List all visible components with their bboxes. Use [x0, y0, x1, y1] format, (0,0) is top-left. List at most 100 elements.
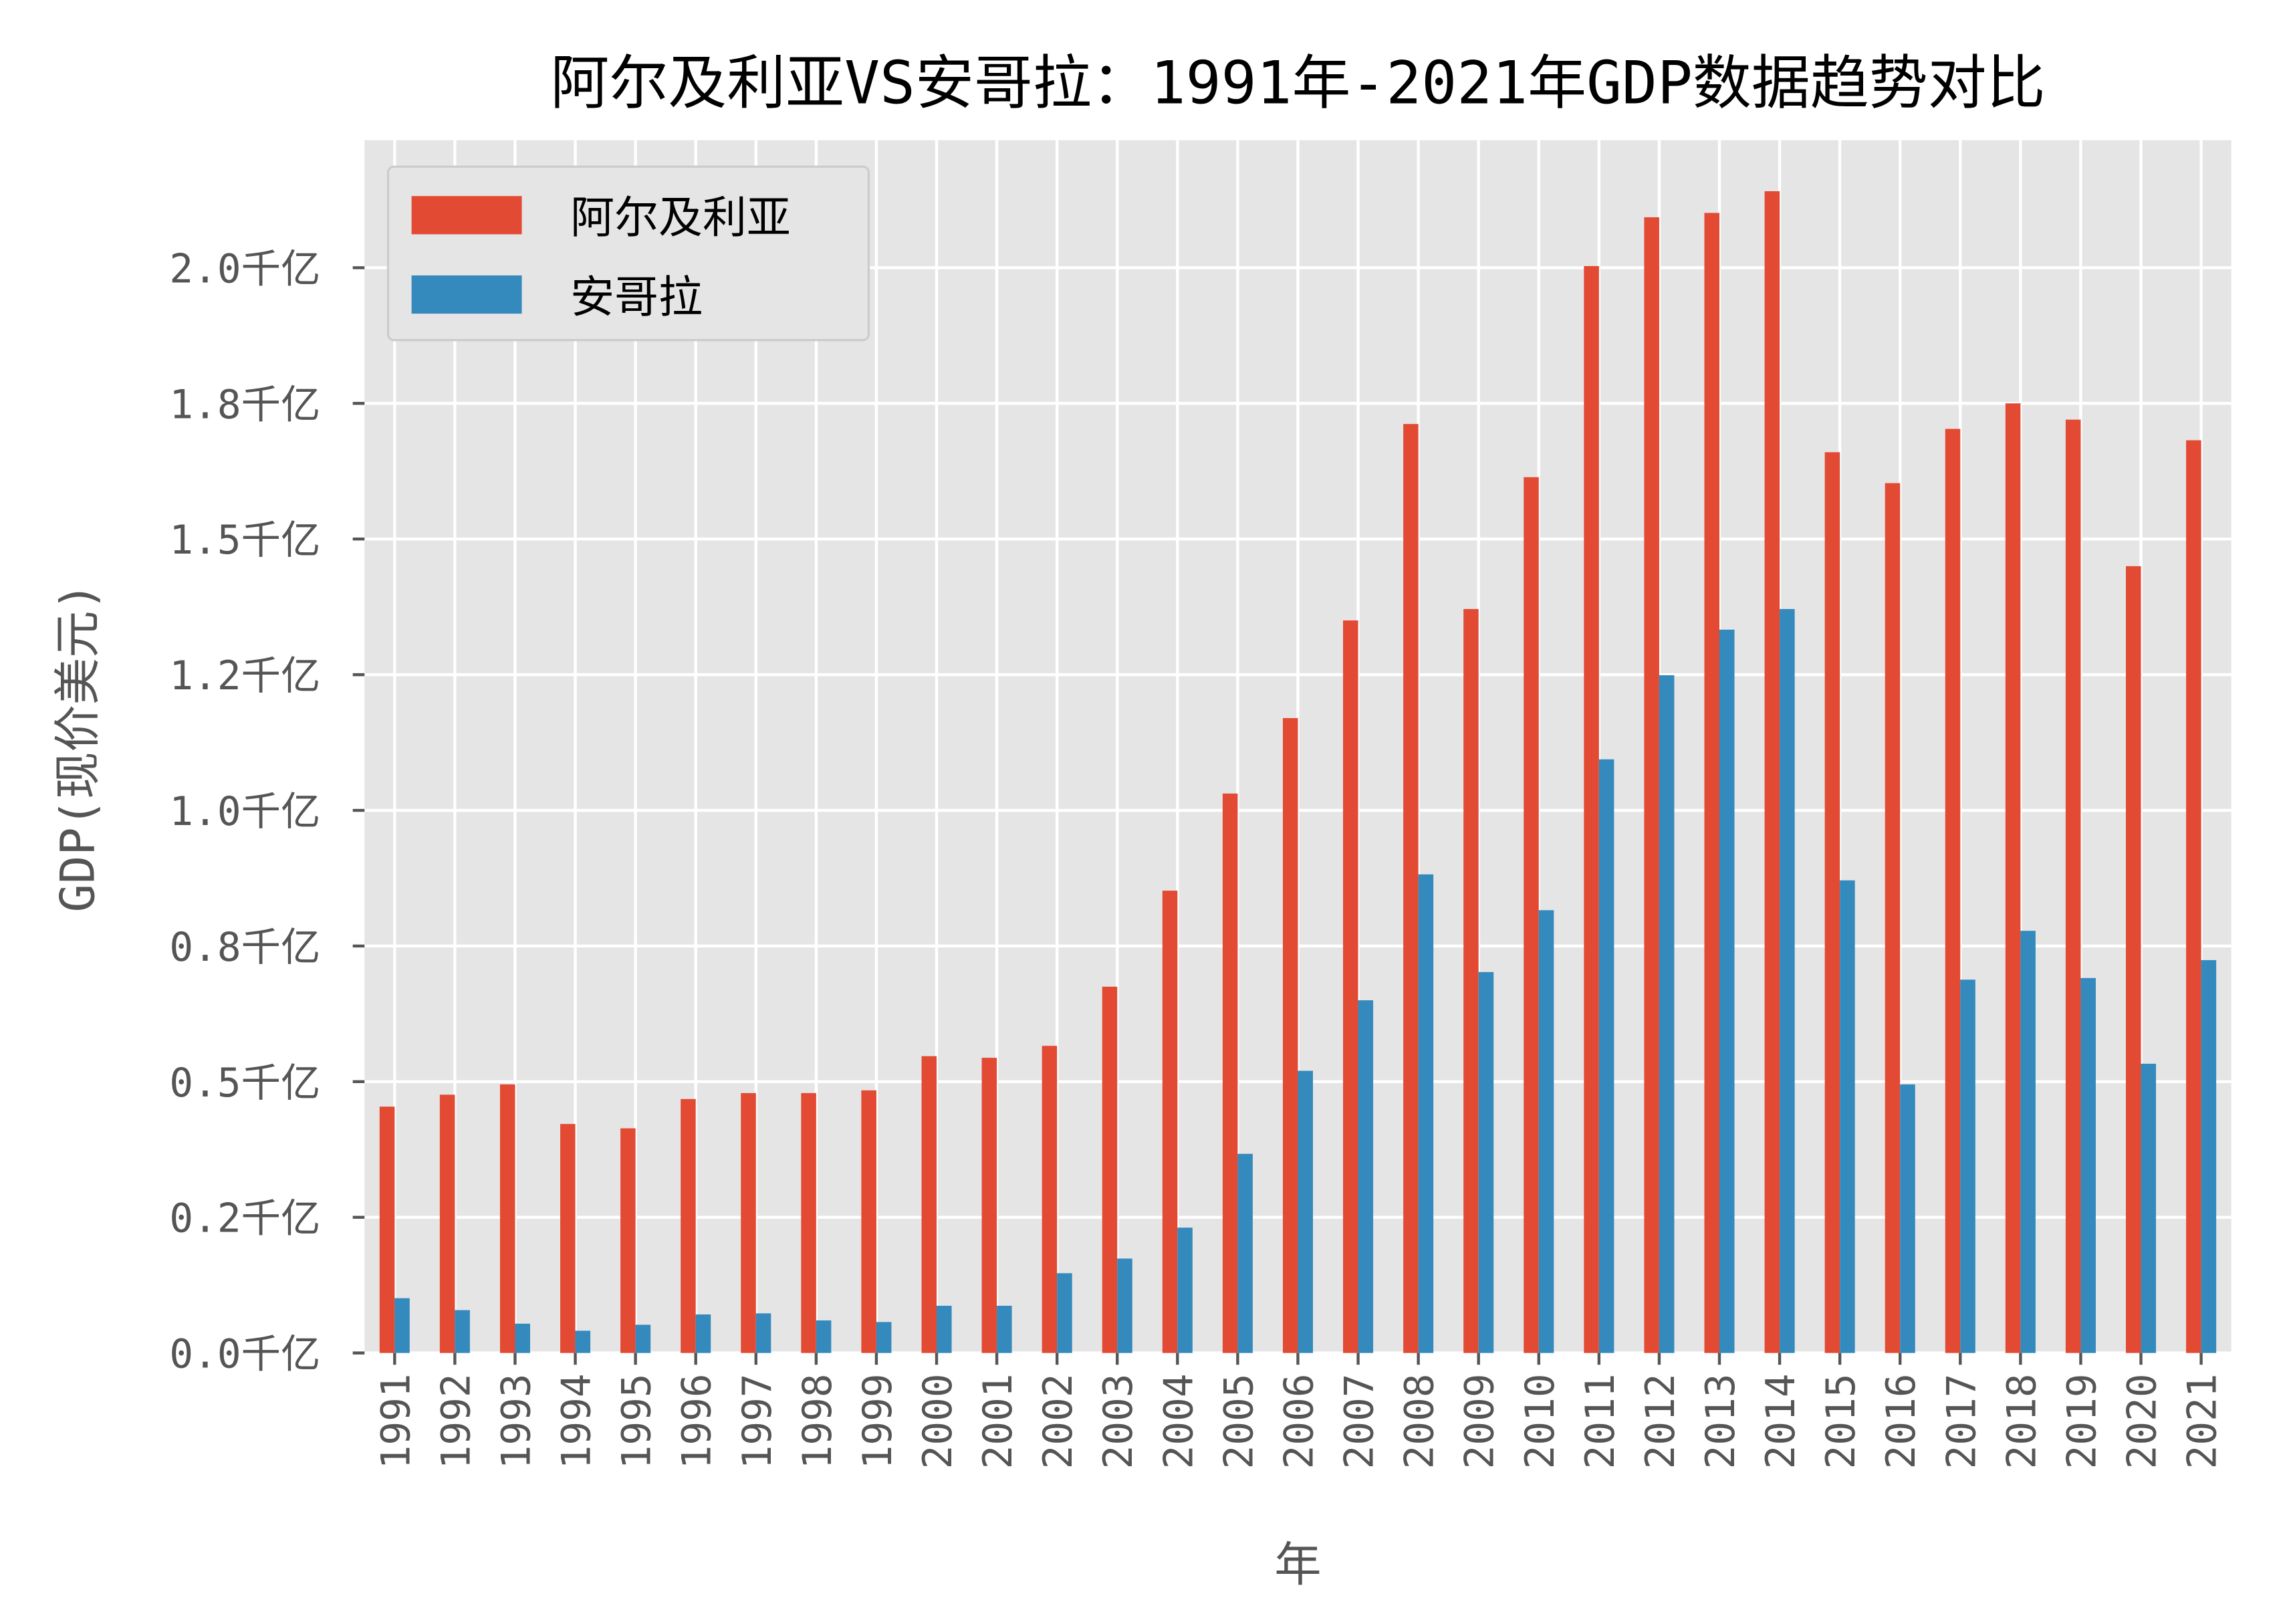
x-tick-label: 1991: [372, 1373, 418, 1469]
y-tick-label: 1.2千亿: [169, 653, 320, 699]
y-tick-label: 1.8千亿: [169, 381, 320, 427]
y-tick-label: 0.5千亿: [169, 1060, 320, 1106]
bar-algeria-1999: [861, 1090, 876, 1353]
bar-algeria-2007: [1343, 620, 1358, 1353]
bar-algeria-2016: [1885, 483, 1901, 1353]
bar-angola-1994: [575, 1330, 591, 1353]
x-tick-label: 2015: [1818, 1373, 1864, 1469]
x-tick-label: 2021: [2179, 1373, 2225, 1469]
bar-algeria-2000: [921, 1056, 937, 1353]
bar-algeria-1991: [379, 1107, 395, 1353]
y-tick-label: 2.0千亿: [169, 245, 320, 292]
bar-algeria-2003: [1102, 986, 1118, 1353]
bar-algeria-2002: [1042, 1046, 1058, 1353]
x-tick-label: 2008: [1397, 1373, 1443, 1469]
x-tick-label: 2000: [915, 1373, 961, 1469]
bar-algeria-2020: [2126, 566, 2141, 1353]
x-tick-label: 2012: [1637, 1373, 1683, 1469]
y-tick-label: 1.0千亿: [169, 788, 320, 834]
x-tick-label: 2009: [1457, 1373, 1503, 1469]
x-tick-label: 2010: [1517, 1373, 1563, 1469]
bar-angola-2000: [937, 1306, 952, 1353]
bar-angola-2010: [1538, 910, 1554, 1353]
bar-algeria-2001: [981, 1058, 997, 1353]
x-tick-label: 1992: [433, 1373, 479, 1469]
x-tick-label: 1996: [674, 1373, 720, 1469]
y-tick-label: 0.2千亿: [169, 1195, 320, 1242]
x-axis-label: 年: [1274, 1537, 1321, 1592]
x-tick-label: 2016: [1878, 1373, 1924, 1469]
bars: [379, 191, 2217, 1353]
bar-algeria-2015: [1824, 452, 1840, 1353]
bar-angola-2021: [2201, 960, 2217, 1353]
bar-angola-2006: [1298, 1070, 1313, 1353]
y-tick-label: 1.5千亿: [169, 517, 320, 563]
bar-algeria-2005: [1222, 793, 1238, 1353]
x-tick-label: 2003: [1095, 1373, 1141, 1469]
bar-algeria-1994: [560, 1124, 576, 1353]
x-tick-label: 2005: [1215, 1373, 1261, 1469]
x-tick-label: 1998: [794, 1373, 840, 1469]
x-tick-label: 2020: [2119, 1373, 2165, 1469]
bar-algeria-1995: [620, 1128, 636, 1353]
bar-angola-2012: [1659, 675, 1675, 1353]
bar-algeria-2019: [2065, 419, 2081, 1353]
x-tick-label: 2004: [1155, 1373, 1201, 1469]
x-tick-label: 2019: [2058, 1373, 2104, 1469]
x-tick-label: 2017: [1938, 1373, 1984, 1469]
bar-algeria-2012: [1644, 217, 1659, 1353]
bar-angola-2013: [1719, 629, 1735, 1353]
x-tick-label: 2006: [1276, 1373, 1322, 1469]
y-axis-ticks: 0.0千亿 0.2千亿 0.5千亿 0.8千亿 1.0千亿 1.2千亿 1.5千亿 1.8千亿…: [169, 245, 365, 1377]
bar-algeria-2018: [2005, 403, 2021, 1353]
bar-angola-2014: [1780, 608, 1795, 1353]
x-tick-label: 2007: [1336, 1373, 1382, 1469]
bar-algeria-2010: [1524, 477, 1539, 1353]
x-tick-label: 1993: [493, 1373, 539, 1469]
legend-label-algeria: 阿尔及利亚: [570, 192, 791, 243]
bar-angola-1991: [394, 1298, 410, 1353]
x-tick-label: 2001: [975, 1373, 1021, 1469]
bar-angola-1992: [455, 1310, 470, 1353]
legend-label-angola: 安哥拉: [570, 271, 703, 323]
x-tick-label: 2014: [1758, 1373, 1804, 1469]
x-tick-label: 2011: [1577, 1373, 1623, 1469]
bar-angola-2003: [1117, 1258, 1132, 1353]
x-axis-ticks: 1991 1992 1993 1994 1995 1996 1997 1998 1999 2000…: [372, 1353, 2225, 1469]
bar-angola-2007: [1358, 1000, 1374, 1353]
bar-angola-2019: [2080, 977, 2096, 1353]
legend-swatch-algeria: [411, 196, 522, 235]
bar-algeria-1998: [801, 1092, 816, 1353]
x-tick-label: 2002: [1035, 1373, 1081, 1469]
bar-algeria-2004: [1162, 891, 1178, 1353]
bar-angola-2001: [997, 1306, 1012, 1353]
bar-angola-2002: [1057, 1273, 1072, 1353]
bar-angola-1996: [695, 1314, 711, 1353]
bar-angola-1997: [755, 1313, 771, 1353]
bar-algeria-2006: [1282, 718, 1298, 1353]
bar-angola-1999: [876, 1322, 892, 1353]
bar-algeria-1997: [741, 1092, 756, 1353]
bar-angola-2008: [1418, 874, 1434, 1353]
bar-algeria-1993: [499, 1084, 515, 1353]
bar-algeria-1996: [681, 1098, 696, 1353]
bar-algeria-2008: [1403, 424, 1419, 1353]
bar-angola-2016: [1900, 1084, 1915, 1353]
bar-angola-2009: [1478, 971, 1494, 1353]
legend-swatch-angola: [411, 275, 522, 314]
x-tick-label: 1997: [734, 1373, 780, 1469]
bar-algeria-2017: [1945, 429, 1961, 1353]
x-tick-label: 1994: [554, 1373, 600, 1469]
bar-angola-2005: [1237, 1153, 1253, 1353]
bar-angola-2017: [1960, 979, 1975, 1353]
bar-angola-2015: [1840, 880, 1855, 1353]
bar-angola-1995: [635, 1324, 651, 1353]
x-tick-label: 1999: [854, 1373, 900, 1469]
bar-algeria-1992: [439, 1094, 455, 1353]
bar-algeria-2021: [2186, 440, 2201, 1353]
chart-title: 阿尔及利亚VS安哥拉：1991年-2021年GDP数据趋势对比: [550, 49, 2045, 118]
y-axis-label: GDP(现价美元): [51, 582, 106, 912]
bar-algeria-2014: [1764, 191, 1780, 1353]
bar-algeria-2009: [1463, 608, 1479, 1353]
